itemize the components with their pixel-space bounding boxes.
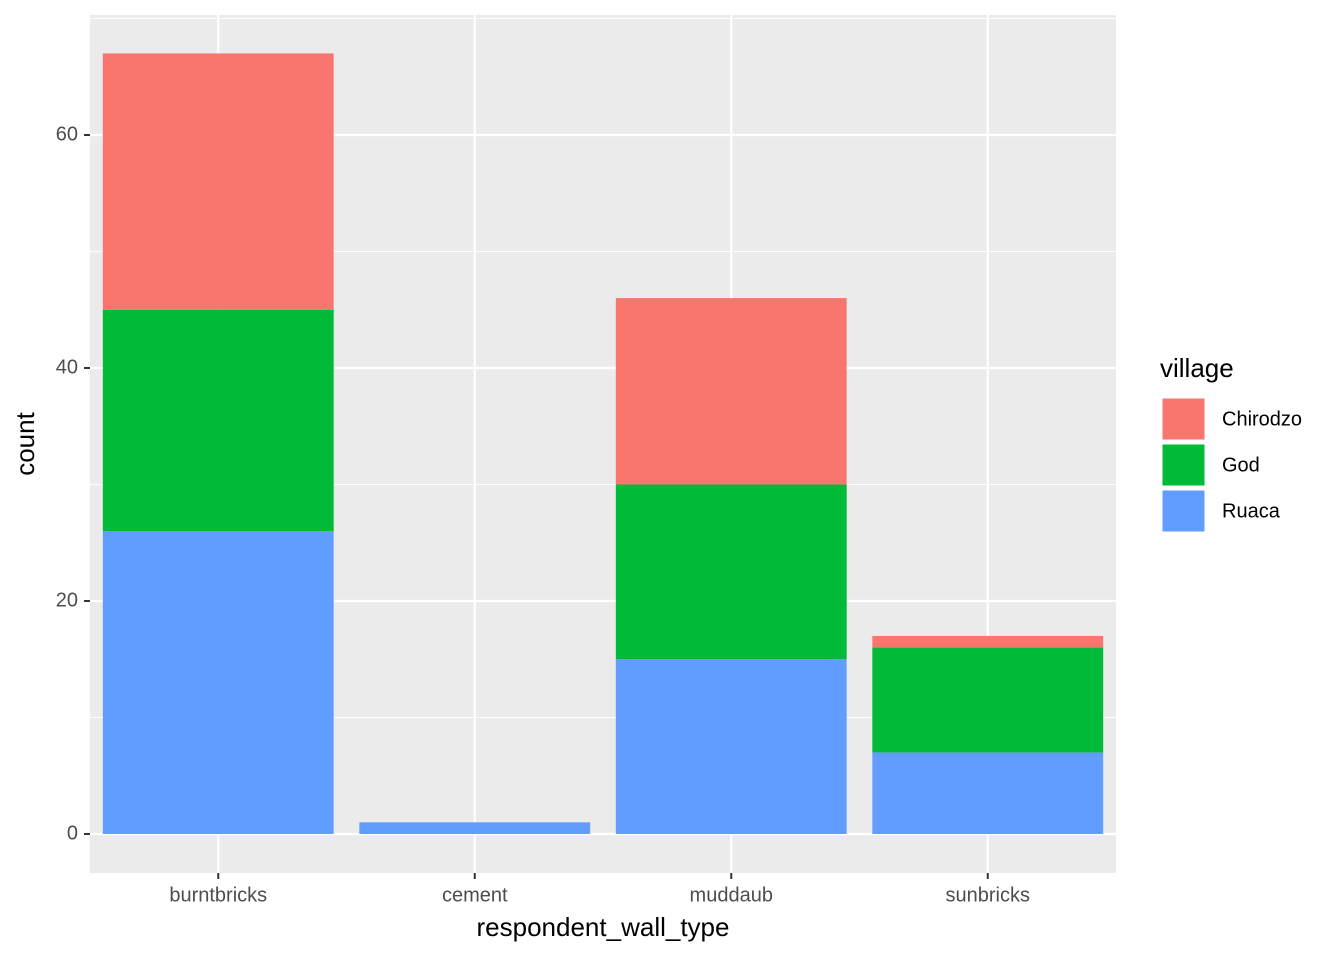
y-tick-label: 0: [67, 822, 78, 844]
bar-segment: [615, 659, 847, 834]
x-tick-label: sunbricks: [946, 884, 1030, 906]
bar-segment: [102, 53, 334, 310]
legend-key: [1161, 397, 1206, 441]
x-axis-title: respondent_wall_type: [477, 912, 730, 942]
bar-segment: [102, 309, 334, 532]
bar-segment: [872, 635, 1104, 648]
bar-segment: [872, 752, 1104, 834]
y-tick-label: 20: [56, 589, 78, 611]
x-tick-label: burntbricks: [169, 884, 267, 906]
y-tick-label: 60: [56, 123, 78, 145]
bar-segment: [359, 822, 591, 834]
legend-label: God: [1222, 454, 1260, 476]
bar-segment: [102, 531, 334, 834]
y-tick-label: 40: [56, 356, 78, 378]
legend-label: Ruaca: [1222, 500, 1281, 522]
legend-key: [1161, 443, 1206, 487]
x-tick-label: muddaub: [690, 884, 773, 906]
legend-label: Chirodzo: [1222, 408, 1302, 430]
y-axis-title: count: [10, 411, 40, 475]
legend-key: [1161, 489, 1206, 533]
bar-segment: [615, 484, 847, 660]
bar-segment: [615, 298, 847, 485]
bar-segment: [872, 647, 1104, 753]
legend-title: village: [1160, 353, 1234, 383]
x-tick-label: cement: [442, 884, 508, 906]
